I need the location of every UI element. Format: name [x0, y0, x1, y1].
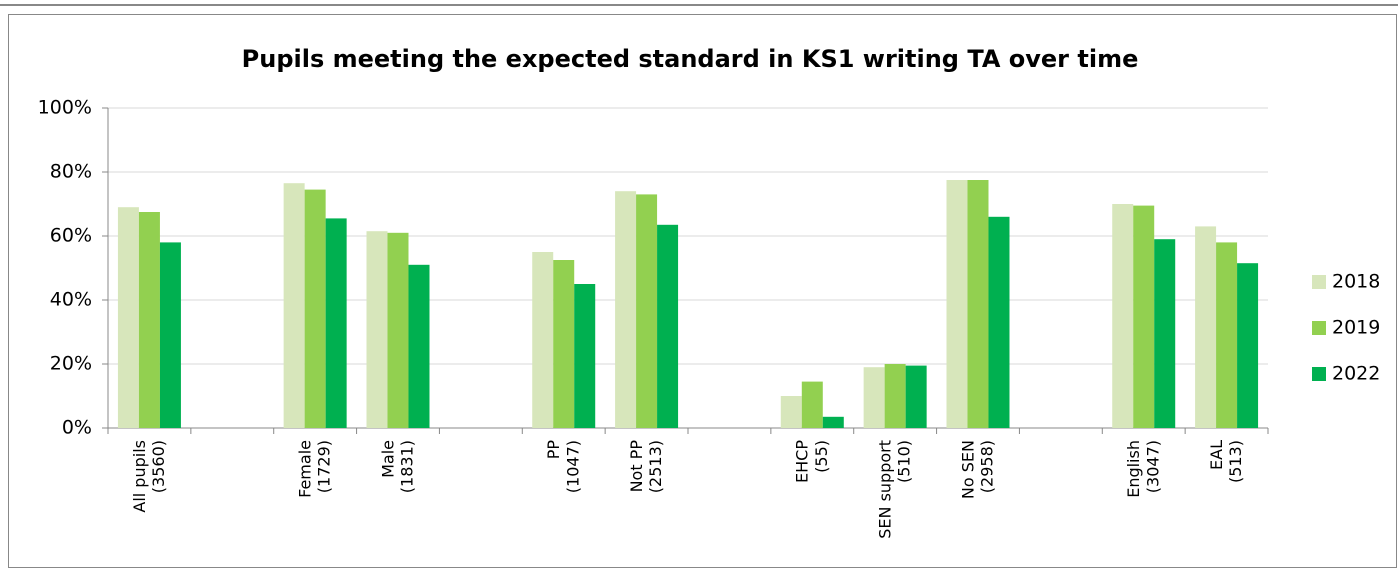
bar: [822, 416, 844, 428]
bar: [387, 232, 409, 428]
y-tick-label: 60%: [50, 225, 92, 247]
x-tick-label-line: (3047): [1143, 440, 1162, 493]
bar: [967, 180, 989, 428]
x-tick-label-line: (1831): [397, 440, 416, 493]
bar: [1195, 226, 1217, 428]
bar: [325, 218, 347, 428]
bar: [574, 284, 596, 428]
x-tick-label: Male(1831): [378, 440, 416, 493]
bar: [988, 216, 1010, 428]
bar: [657, 224, 679, 428]
bar: [801, 381, 823, 428]
x-tick-label-line: All pupils: [129, 440, 148, 513]
bar: [304, 189, 326, 428]
y-tick-label: 40%: [50, 289, 92, 311]
bar: [532, 252, 554, 428]
legend-swatch: [1312, 367, 1326, 381]
x-tick-label: All pupils(3560): [129, 440, 167, 513]
x-tick-label-line: SEN support: [875, 440, 894, 539]
x-tick-label-line: PP: [544, 440, 563, 460]
bar: [636, 194, 658, 428]
bar: [884, 364, 906, 428]
y-tick-label: 80%: [50, 161, 92, 183]
legend-swatch: [1312, 275, 1326, 289]
x-tick-label: SEN support(510): [875, 440, 913, 539]
legend-swatch: [1312, 321, 1326, 335]
legend-label: 2022: [1332, 363, 1380, 385]
bar: [1133, 205, 1155, 428]
x-tick-label-line: Male: [378, 440, 397, 478]
bar: [780, 396, 802, 428]
bar: [905, 365, 927, 428]
x-tick-label-line: (2958): [977, 440, 996, 493]
y-tick-label: 100%: [38, 97, 92, 119]
x-tick-label-line: (1729): [314, 440, 333, 493]
x-tick-label-line: (3560): [149, 440, 168, 493]
x-tick-label: English(3047): [1124, 440, 1162, 498]
x-tick-label: No SEN(2958): [958, 440, 996, 499]
bar: [117, 207, 139, 428]
x-tick-label: EAL(513): [1206, 440, 1244, 483]
x-tick-label-line: EAL: [1206, 440, 1225, 470]
bar: [283, 183, 305, 428]
x-tick-label-line: No SEN: [958, 440, 977, 499]
y-tick-label: 0%: [62, 417, 92, 439]
bar: [863, 367, 885, 428]
x-tick-label-line: (2513): [646, 440, 665, 493]
x-tick-label: Not PP(2513): [626, 440, 664, 494]
legend-label: 2019: [1332, 317, 1380, 339]
x-tick-label-line: Not PP: [626, 440, 645, 493]
x-tick-label-line: (1047): [563, 440, 582, 493]
bar: [946, 180, 968, 428]
bar: [1216, 242, 1238, 428]
chart-title: Pupils meeting the expected standard in …: [242, 45, 1139, 73]
y-tick-label: 20%: [50, 353, 92, 375]
bar: [408, 264, 430, 428]
legend-label: 2018: [1332, 271, 1380, 293]
bar: [1112, 204, 1134, 428]
x-tick-label-line: (510): [894, 440, 913, 483]
x-tick-label-line: English: [1124, 440, 1143, 498]
bar: [615, 191, 637, 428]
x-tick-label-line: Female: [295, 440, 314, 498]
bar: [1154, 239, 1176, 428]
bar: [1237, 263, 1259, 428]
bar: [366, 231, 388, 428]
x-tick-label-line: EHCP: [792, 440, 811, 483]
bar: [138, 212, 160, 428]
bar: [159, 242, 181, 428]
x-tick-label: PP(1047): [544, 440, 582, 494]
x-tick-label: Female(1729): [295, 440, 333, 498]
bar: [553, 260, 575, 428]
x-tick-label-line: (513): [1226, 440, 1245, 483]
x-tick-label-line: (55): [811, 440, 830, 473]
x-tick-label: EHCP(55): [792, 440, 830, 483]
